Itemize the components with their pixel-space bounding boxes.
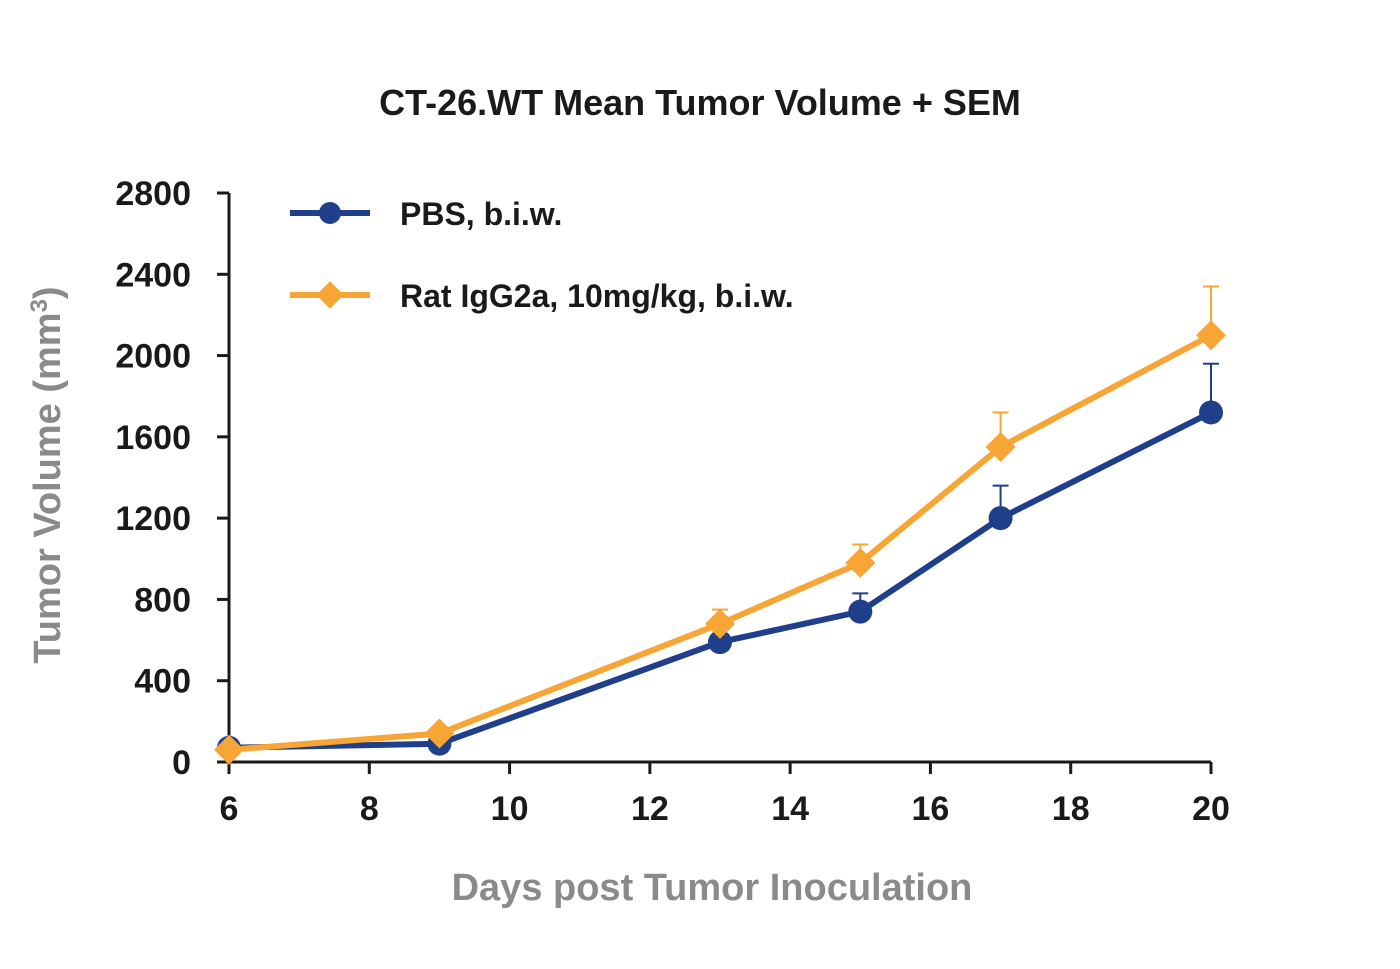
legend-label: PBS, b.i.w. bbox=[400, 196, 562, 232]
legend-item: Rat IgG2a, 10mg/kg, b.i.w. bbox=[290, 278, 794, 314]
x-tick-label: 20 bbox=[1192, 790, 1230, 828]
chart-title: CT-26.WT Mean Tumor Volume + SEM bbox=[379, 82, 1021, 123]
legend: PBS, b.i.w. Rat IgG2a, 10mg/kg, b.i.w. bbox=[290, 196, 794, 314]
y-tick-label: 2800 bbox=[115, 175, 191, 213]
y-axis-label-close: ) bbox=[27, 286, 69, 299]
y-tick-label: 2400 bbox=[115, 256, 191, 294]
data-point bbox=[424, 718, 455, 749]
data-point bbox=[845, 547, 876, 578]
axes: 0 400 800 1200 1600 2000 2400 2800 6 8 10 12 14 16 18 2… bbox=[115, 175, 1230, 828]
x-tick-label: 12 bbox=[631, 790, 669, 828]
data-point bbox=[985, 432, 1016, 463]
legend-swatch-marker bbox=[319, 202, 341, 224]
data-point bbox=[214, 734, 244, 765]
y-tick-label: 1200 bbox=[115, 500, 191, 538]
y-tick-label: 1600 bbox=[115, 419, 191, 457]
data-point bbox=[708, 630, 732, 655]
x-tick-label: 14 bbox=[771, 790, 809, 828]
data-point bbox=[1196, 320, 1226, 351]
x-tick-label: 10 bbox=[491, 790, 529, 828]
series-markers bbox=[214, 320, 1226, 765]
data-point bbox=[988, 506, 1013, 531]
y-tick-label: 0 bbox=[172, 744, 191, 782]
svg-text:Tumor Volume (mm3): Tumor Volume (mm3) bbox=[26, 286, 70, 663]
y-tick-label: 400 bbox=[134, 663, 191, 701]
y-tick-label: 2000 bbox=[115, 338, 191, 376]
y-tick-label: 800 bbox=[134, 581, 191, 619]
legend-swatch-marker bbox=[316, 281, 344, 309]
series-line-1 bbox=[228, 409, 1213, 751]
legend-label: Rat IgG2a, 10mg/kg, b.i.w. bbox=[400, 278, 794, 314]
x-tick-label: 8 bbox=[360, 790, 379, 828]
y-axis-label: Tumor Volume (mm3) bbox=[26, 286, 70, 663]
legend-item: PBS, b.i.w. bbox=[290, 196, 562, 232]
series-lines bbox=[228, 332, 1213, 753]
x-tick-label: 6 bbox=[220, 790, 239, 828]
error-bars bbox=[221, 285, 1219, 750]
data-point bbox=[705, 608, 735, 639]
x-tick-label: 18 bbox=[1052, 790, 1090, 828]
series-line-2 bbox=[228, 332, 1213, 753]
x-axis-label: Days post Tumor Inoculation bbox=[452, 867, 973, 909]
data-point bbox=[848, 599, 873, 624]
y-axis-label-superscript: 3 bbox=[26, 299, 53, 312]
x-tick-label: 16 bbox=[912, 790, 950, 828]
y-axis-label-text: Tumor Volume (mm bbox=[27, 312, 69, 663]
data-point bbox=[1199, 400, 1223, 425]
